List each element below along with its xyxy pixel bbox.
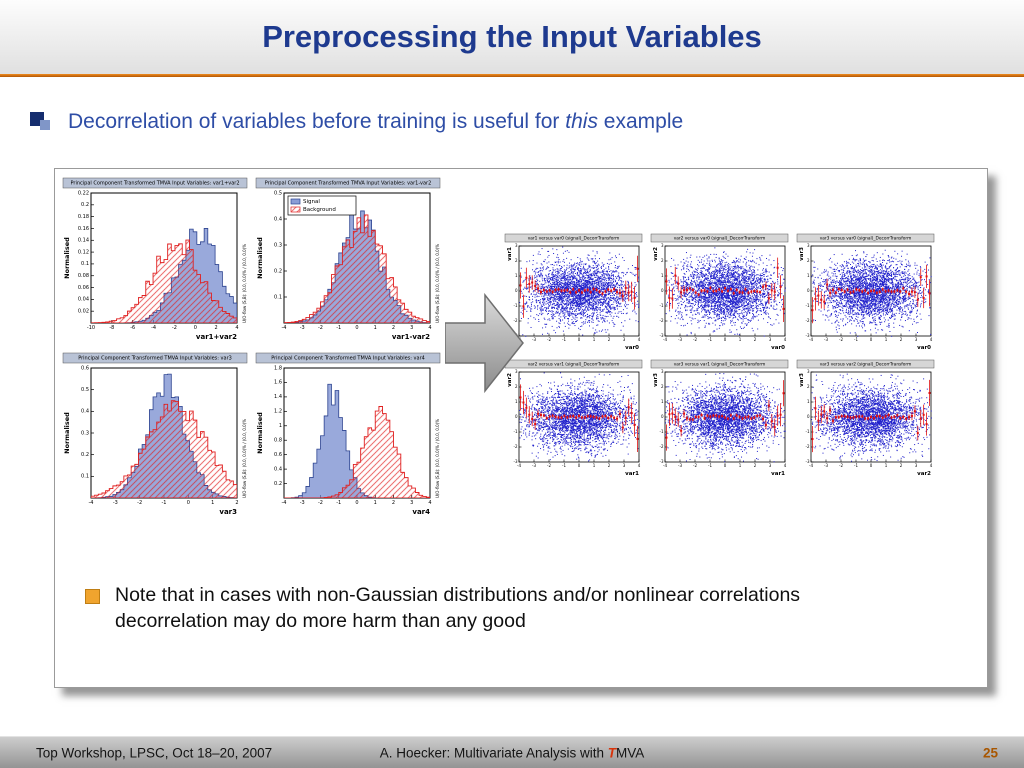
histogram-grid: [61, 177, 442, 522]
histogram-panel-4-canvas: [254, 352, 442, 522]
square-bullet-icon: [30, 110, 54, 134]
scatter-panel-3: [795, 233, 936, 355]
histogram-panel-2: [254, 177, 442, 347]
scatter-panel-6: [795, 359, 936, 481]
scatter-panel-2-canvas: [649, 233, 790, 355]
tmva-brand-rest: MVA: [616, 745, 645, 760]
histogram-panel-1: [61, 177, 249, 347]
note-square-bullet-icon: [85, 589, 100, 604]
histogram-panel-1-canvas: [61, 177, 249, 347]
scatter-panel-1-canvas: [503, 233, 644, 355]
slide-header: Preprocessing the Input Variables: [0, 0, 1024, 74]
footer-conference: Top Workshop, LPSC, Oct 18–20, 2007: [36, 745, 273, 760]
scatter-panel-1: [503, 233, 644, 355]
scatter-panel-5-canvas: [649, 359, 790, 481]
scatter-panel-6-canvas: [795, 359, 936, 481]
slide-footer: Top Workshop, LPSC, Oct 18–20, 2007 A. H…: [0, 736, 1024, 768]
tmva-brand-t: T: [607, 745, 617, 760]
figure-panel: Note that in cases with non-Gaussian dis…: [54, 168, 988, 688]
page-number: 25: [982, 745, 998, 760]
histogram-panel-4: [254, 352, 442, 522]
histogram-panel-3-canvas: [61, 352, 249, 522]
page-title: Preprocessing the Input Variables: [262, 19, 762, 54]
header-divider: [0, 74, 1024, 77]
bullet-text: Decorrelation of variables before traini…: [68, 110, 683, 134]
main-bullet: Decorrelation of variables before traini…: [30, 110, 683, 134]
scatter-panel-4-canvas: [503, 359, 644, 481]
scatter-panel-4: [503, 359, 644, 481]
transform-arrow-icon: [445, 292, 524, 394]
note-bullet-row: Note that in cases with non-Gaussian dis…: [85, 583, 915, 634]
histogram-panel-2-canvas: [254, 177, 442, 347]
scatter-panel-3-canvas: [795, 233, 936, 355]
scatter-grid: [503, 233, 936, 481]
histogram-panel-3: [61, 352, 249, 522]
footer-author-text: A. Hoecker: Multivariate Analysis with: [379, 745, 608, 760]
scatter-panel-5: [649, 359, 790, 481]
bullet-text-suffix: example: [597, 110, 684, 133]
footer-author: A. Hoecker: Multivariate Analysis with T…: [380, 745, 645, 760]
bullet-text-emphasis: this: [565, 110, 598, 133]
bullet-text-prefix: Decorrelation of variables before traini…: [68, 110, 566, 133]
scatter-panel-2: [649, 233, 790, 355]
note-text: Note that in cases with non-Gaussian dis…: [115, 584, 801, 632]
